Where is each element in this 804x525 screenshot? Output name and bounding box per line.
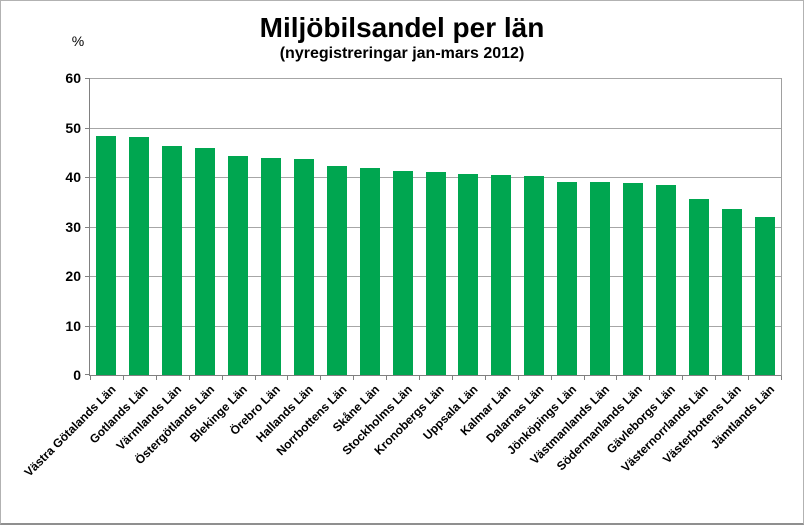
x-axis-tick: [419, 376, 420, 380]
x-axis-category-label: Jämtlands Län: [707, 382, 778, 452]
bar: [458, 174, 478, 375]
y-axis-tick-label: 20: [65, 268, 81, 284]
bar: [360, 168, 380, 375]
y-axis-tick-label: 40: [65, 169, 81, 185]
x-axis-tick: [485, 376, 486, 380]
bar: [96, 136, 116, 375]
x-axis-tick: [255, 376, 256, 380]
bar: [393, 171, 413, 375]
x-axis-tick: [616, 376, 617, 380]
x-axis-tick: [320, 376, 321, 380]
chart-title: Miljöbilsandel per län: [259, 12, 545, 43]
bar: [557, 182, 577, 375]
x-axis-tick: [682, 376, 683, 380]
bar: [491, 175, 511, 375]
x-axis-tick: [452, 376, 453, 380]
x-axis-tick: [551, 376, 552, 380]
x-axis-tick: [649, 376, 650, 380]
x-axis-tick: [287, 376, 288, 380]
y-axis-tick: [85, 128, 90, 129]
bar: [656, 185, 676, 375]
plot-area: [85, 78, 782, 380]
x-axis-tick: [781, 376, 782, 380]
bar: [228, 156, 248, 375]
y-axis-tick-label: 10: [65, 318, 81, 334]
y-axis-tick: [85, 326, 90, 327]
x-axis-tick: [189, 376, 190, 380]
x-axis-tick: [518, 376, 519, 380]
x-axis-tick: [386, 376, 387, 380]
bar: [623, 183, 643, 375]
bar: [129, 137, 149, 375]
y-axis-tick: [85, 276, 90, 277]
y-axis-tick-label: 0: [73, 367, 81, 383]
y-axis-tick: [85, 227, 90, 228]
x-axis-tick: [90, 376, 91, 380]
y-axis-tick-label: 30: [65, 219, 81, 235]
bar: [327, 166, 347, 375]
x-axis-tick: [748, 376, 749, 380]
y-axis-tick-label: 60: [65, 70, 81, 86]
y-axis-tick: [85, 177, 90, 178]
bar: [524, 176, 544, 375]
x-axis-tick: [222, 376, 223, 380]
gridline: [90, 78, 781, 79]
chart-subtitle: (nyregistreringar jan-mars 2012): [279, 45, 525, 62]
gridline: [90, 128, 781, 129]
x-axis-tick: [353, 376, 354, 380]
bar: [294, 159, 314, 375]
x-axis-tick: [123, 376, 124, 380]
y-axis-tick: [85, 78, 90, 79]
bar: [162, 146, 182, 375]
bar: [261, 158, 281, 375]
bar: [689, 199, 709, 375]
x-axis-tick: [584, 376, 585, 380]
bar: [195, 148, 215, 375]
bar: [426, 172, 446, 375]
x-axis-tick: [715, 376, 716, 380]
y-axis-tick: [85, 374, 90, 375]
bar: [722, 209, 742, 375]
bar: [755, 217, 775, 375]
y-axis-unit-label: %: [71, 33, 85, 49]
bar: [590, 182, 610, 375]
y-axis-tick-label: 50: [65, 120, 81, 136]
x-axis-tick: [156, 376, 157, 380]
